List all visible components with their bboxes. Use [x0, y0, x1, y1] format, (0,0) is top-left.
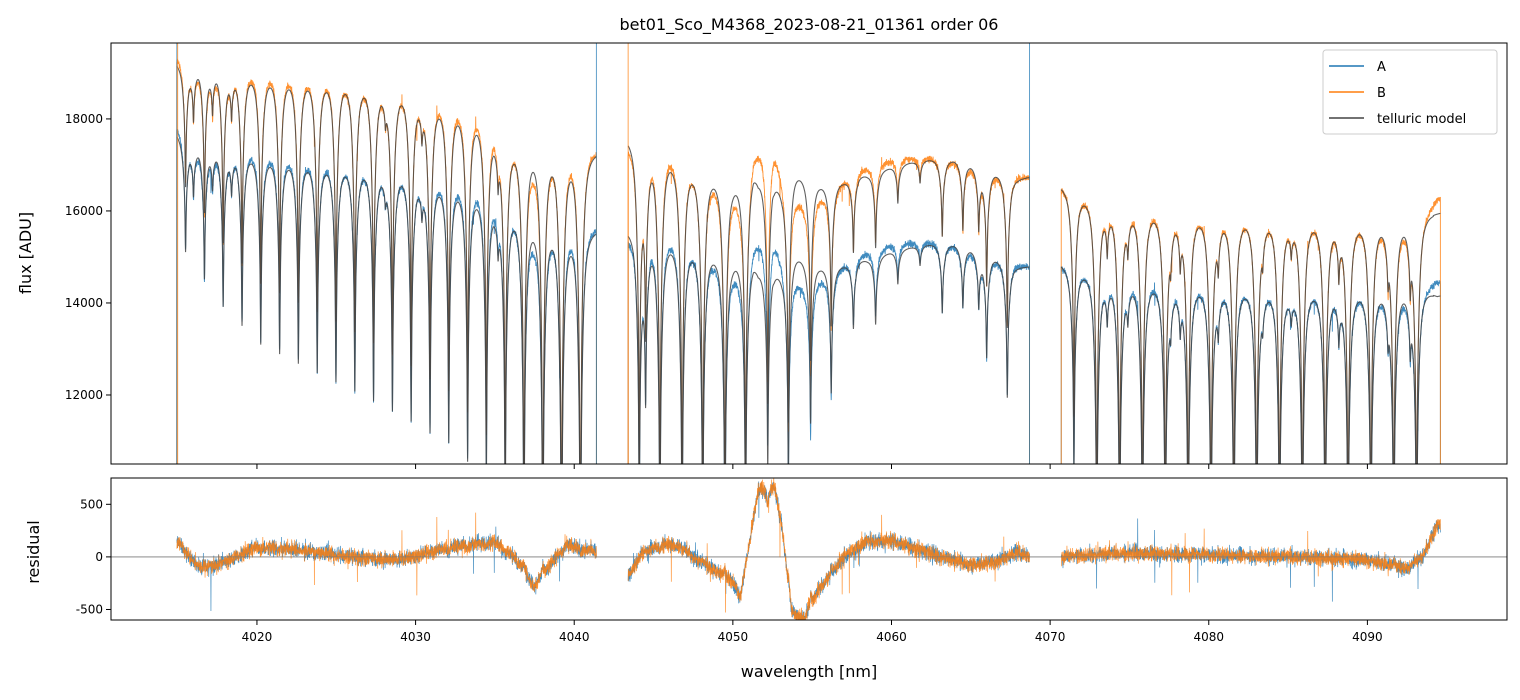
x-tick-label: 4090 — [1352, 630, 1383, 644]
legend-label-a: A — [1377, 60, 1386, 75]
flux-panel — [176, 43, 1441, 464]
residual-y-tick-label: 0 — [95, 550, 103, 564]
residual-y-tick-label: -500 — [76, 602, 103, 616]
flux-y-tick-label: 16000 — [65, 204, 103, 218]
legend-label-telluric-model: telluric model — [1377, 112, 1466, 127]
x-tick-label: 4080 — [1193, 630, 1224, 644]
axes: 4020 4030 4040 4050 4060 4070 4080 4090 12000 140… — [65, 112, 1383, 644]
series-a-line — [176, 129, 1441, 464]
residual-axis-label: residual — [24, 520, 43, 583]
flux-y-tick-label: 14000 — [65, 296, 103, 310]
telluric-model-a-line — [176, 136, 1441, 464]
legend-label-b: B — [1377, 86, 1386, 101]
x-tick-label: 4060 — [876, 630, 907, 644]
chart-title: bet01_Sco_M4368_2023-08-21_01361 order 0… — [620, 15, 999, 35]
flux-panel-frame — [110, 42, 1508, 465]
residual-y-tick-label: 500 — [80, 497, 103, 511]
x-tick-label: 4040 — [559, 630, 590, 644]
residual-b-line — [176, 478, 1441, 620]
x-axis-label: wavelength [nm] — [741, 662, 878, 681]
x-tick-label: 4020 — [242, 630, 273, 644]
flux-y-tick-label: 12000 — [65, 388, 103, 402]
flux-axis-label: flux [ADU] — [16, 212, 35, 294]
x-tick-label: 4030 — [400, 630, 431, 644]
legend-box — [1322, 49, 1498, 135]
legend: A B telluric model — [1322, 49, 1498, 135]
residual-panel-frame — [110, 477, 1508, 621]
x-tick-label: 4050 — [718, 630, 749, 644]
x-tick-label: 4070 — [1035, 630, 1066, 644]
telluric-model-b-line — [176, 66, 1441, 464]
residual-panel — [111, 478, 1507, 620]
flux-y-tick-label: 18000 — [65, 112, 103, 126]
